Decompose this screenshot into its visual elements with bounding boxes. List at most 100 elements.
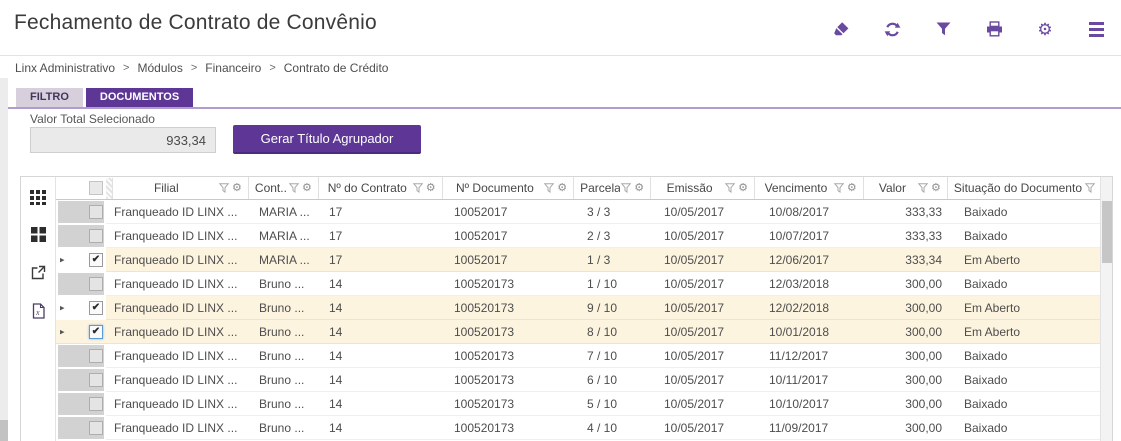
column-header-parcela[interactable]: Parcela ⚙ — [574, 177, 652, 199]
open-external-icon[interactable] — [30, 264, 47, 281]
header-select-cell — [56, 177, 106, 199]
column-header-valor[interactable]: Valor ⚙ — [864, 177, 948, 199]
table-row[interactable]: Franqueado ID LINX ... Bruno ... 14 1005… — [56, 415, 1100, 440]
cell-cont: Bruno ... — [259, 324, 305, 339]
column-header-filial[interactable]: Filial ⚙ — [105, 177, 249, 199]
row-checkbox[interactable] — [89, 396, 103, 411]
table-row[interactable]: Franqueado ID LINX ... MARIA ... 17 1005… — [56, 199, 1100, 224]
menu-icon[interactable] — [1087, 20, 1105, 38]
tab-underline — [8, 107, 1121, 109]
cell-valor: 300,00 — [905, 300, 942, 315]
column-filter-icon[interactable] — [412, 183, 423, 193]
cell-parcela: 1 / 10 — [587, 276, 618, 291]
column-filter-icon[interactable] — [725, 183, 736, 193]
column-menu-icon[interactable]: ⚙ — [425, 181, 436, 194]
row-checkbox[interactable] — [89, 348, 103, 363]
table-row[interactable]: Franqueado ID LINX ... Bruno ... 14 1005… — [56, 391, 1100, 416]
table-row[interactable]: ▸ ✔ Franqueado ID LINX ... MARIA ... 17 … — [56, 247, 1100, 272]
page-left-scrollbar[interactable] — [0, 78, 8, 441]
export-excel-icon[interactable]: x — [30, 302, 47, 319]
cell-vencimento: 10/01/2018 — [769, 324, 830, 339]
tab-filtro[interactable]: FILTRO — [16, 88, 83, 107]
column-filter-icon[interactable] — [219, 183, 230, 193]
column-header-situacao[interactable]: Situação do Documento — [948, 177, 1100, 199]
frozen-column-handle[interactable] — [105, 177, 113, 199]
grid-small-icon[interactable] — [30, 226, 47, 243]
select-all-checkbox[interactable] — [88, 181, 103, 195]
breadcrumb-item[interactable]: Linx Administrativo — [15, 61, 116, 75]
tab-documentos[interactable]: DOCUMENTOS — [85, 88, 194, 107]
total-selected-input[interactable] — [30, 127, 216, 153]
cell-contrato: 14 — [329, 324, 343, 339]
cell-vencimento: 11/09/2017 — [769, 420, 829, 435]
row-checkbox[interactable] — [89, 420, 103, 435]
column-filter-icon[interactable] — [544, 183, 555, 193]
cell-valor: 300,00 — [905, 420, 942, 435]
column-header-emissao[interactable]: Emissão ⚙ — [651, 177, 755, 199]
cell-vencimento: 11/12/2017 — [769, 348, 829, 363]
cell-contrato: 17 — [329, 252, 343, 267]
table-row[interactable]: Franqueado ID LINX ... Bruno ... 14 1005… — [56, 271, 1100, 296]
row-expander-icon[interactable]: ▸ — [60, 326, 65, 336]
table-row[interactable]: ▸ ✔ Franqueado ID LINX ... Bruno ... 14 … — [56, 320, 1100, 344]
column-header-vencimento[interactable]: Vencimento ⚙ — [755, 177, 864, 199]
column-menu-icon[interactable]: ⚙ — [846, 181, 857, 194]
print-icon[interactable] — [985, 20, 1003, 38]
column-menu-icon[interactable]: ⚙ — [232, 181, 242, 194]
column-menu-icon[interactable]: ⚙ — [557, 181, 568, 194]
page-title: Fechamento de Contrato de Convênio — [14, 11, 377, 34]
grid-scrollbar-thumb[interactable] — [1102, 201, 1112, 263]
row-select-cell — [56, 343, 106, 368]
cell-documento: 100520173 — [454, 348, 515, 363]
table-row[interactable]: Franqueado ID LINX ... MARIA ... 17 1005… — [56, 223, 1100, 248]
breadcrumb-separator: > — [269, 62, 276, 74]
row-checkbox[interactable] — [89, 372, 103, 387]
cell-parcela: 9 / 10 — [587, 300, 618, 315]
settings-gear-icon[interactable]: ⚙ — [1037, 19, 1053, 39]
column-filter-icon[interactable] — [1085, 183, 1095, 193]
cell-parcela: 3 / 3 — [587, 204, 611, 219]
row-checkbox[interactable] — [89, 276, 103, 291]
column-header-cont[interactable]: Cont... ⚙ — [249, 177, 319, 199]
title-bar: Fechamento de Contrato de Convênio ⚙ — [0, 0, 1121, 56]
column-filter-icon[interactable] — [833, 183, 844, 193]
tab-bar: FILTRO DOCUMENTOS — [16, 88, 194, 107]
row-checkbox[interactable]: ✔ — [89, 324, 103, 339]
table-row[interactable]: Franqueado ID LINX ... Bruno ... 14 1005… — [56, 343, 1100, 368]
breadcrumb-separator: > — [123, 62, 130, 74]
breadcrumb-item[interactable]: Contrato de Crédito — [283, 61, 389, 75]
generate-grouper-title-button[interactable]: Gerar Título Agrupador — [233, 125, 421, 154]
breadcrumb-item[interactable]: Financeiro — [205, 61, 262, 75]
cell-cont: Bruno ... — [259, 372, 305, 387]
table-row[interactable]: Franqueado ID LINX ... Bruno ... 14 1005… — [56, 367, 1100, 392]
refresh-icon[interactable] — [883, 20, 901, 38]
column-filter-icon[interactable] — [621, 183, 632, 193]
column-menu-icon[interactable]: ⚙ — [931, 181, 941, 194]
grid-large-icon[interactable] — [30, 188, 47, 205]
filter-icon[interactable] — [934, 20, 952, 38]
column-filter-icon[interactable] — [918, 183, 929, 193]
column-header-contrato[interactable]: Nº do Contrato ⚙ — [319, 177, 443, 199]
row-expander-icon[interactable]: ▸ — [60, 302, 65, 312]
eraser-icon[interactable] — [832, 20, 850, 38]
column-menu-icon[interactable]: ⚙ — [634, 181, 645, 194]
column-filter-icon[interactable] — [289, 183, 300, 193]
column-menu-icon[interactable]: ⚙ — [738, 181, 748, 194]
column-menu-icon[interactable]: ⚙ — [302, 181, 312, 194]
row-expander-icon[interactable]: ▸ — [60, 254, 65, 264]
row-checkbox[interactable] — [89, 204, 103, 219]
table-row[interactable]: ▸ ✔ Franqueado ID LINX ... Bruno ... 14 … — [56, 295, 1100, 320]
cell-situacao: Em Aberto — [964, 300, 1021, 315]
row-checkbox[interactable] — [89, 228, 103, 243]
cell-parcela: 2 / 3 — [587, 228, 611, 243]
column-header-documento[interactable]: Nº Documento ⚙ — [443, 177, 575, 199]
row-select-cell: ▸ ✔ — [56, 247, 106, 272]
row-checkbox[interactable]: ✔ — [89, 300, 103, 315]
row-checkbox[interactable]: ✔ — [89, 252, 103, 267]
cell-situacao: Em Aberto — [964, 324, 1021, 339]
cell-filial: Franqueado ID LINX ... — [114, 372, 238, 387]
grid-vertical-scrollbar[interactable] — [1100, 177, 1112, 441]
cell-valor: 333,33 — [905, 204, 942, 219]
page-left-scrollbar-thumb[interactable] — [0, 420, 8, 441]
breadcrumb-item[interactable]: Módulos — [137, 61, 183, 75]
